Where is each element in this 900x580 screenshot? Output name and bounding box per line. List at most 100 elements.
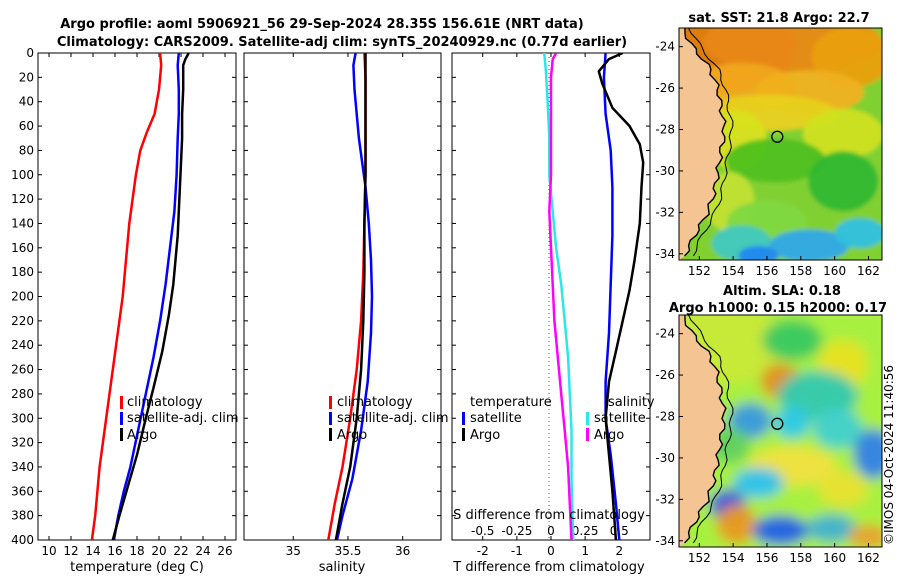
salinity-xtick-label: 35.5 (335, 544, 362, 558)
temperature-ytick-label: 120 (11, 192, 34, 206)
temperature-ytick-label: 160 (11, 241, 34, 255)
sst-ytick-label: -34 (655, 247, 675, 261)
difference-line-s-satellite (542, 53, 575, 540)
legend-swatch-s-satellite (586, 412, 589, 425)
sst-map-frame (678, 27, 883, 261)
temperature-ytick-label: 100 (11, 168, 34, 182)
salinity-xlabel: salinity (319, 560, 366, 575)
temperature-ytick-label: 220 (11, 314, 34, 328)
temperature-ytick-label: 360 (11, 484, 34, 498)
sst-map-ticks: 152 154 156 158 160 162 -24 -26 -28 -30 -32 -34 (655, 40, 880, 278)
sla-field-patch (716, 504, 757, 545)
salinity-series (327, 53, 374, 540)
sst-land (679, 28, 726, 260)
salinity-line-satellite-adj-clim (335, 53, 374, 540)
salinity-panel: 35 35.5 36 salinity climatology satellite-… (243, 52, 449, 575)
sla-map-frame (678, 314, 883, 548)
legend-swatch-t-argo (462, 428, 465, 441)
sla-xtick-label: 162 (857, 551, 880, 565)
temperature-ytick-label: 20 (19, 70, 34, 84)
legend-swatch-satellite (120, 412, 123, 425)
sla-field-patch (806, 514, 857, 543)
sla-xtick-label: 160 (823, 551, 846, 565)
temperature-ytick-label: 40 (19, 95, 34, 109)
temperature-xtick-label: 26 (217, 544, 232, 558)
sla-field-patch (853, 428, 882, 479)
legend-title-salinity: salinity (608, 395, 655, 410)
temperature-ytick-label: 60 (19, 119, 34, 133)
temperature-ytick-label: 320 (11, 436, 34, 450)
temperature-xtick-label: 24 (195, 544, 210, 558)
legend-label-s-argo: Argo (594, 428, 624, 443)
temperature-ytick-label: 180 (11, 265, 34, 279)
sla-xtick-label: 158 (789, 551, 812, 565)
temperature-xtick-label: 12 (63, 544, 78, 558)
legend-swatch-t-satellite (462, 412, 465, 425)
temperature-xtick-label: 22 (173, 544, 188, 558)
temperature-axes-frame (37, 52, 237, 541)
sla-xtick-label: 156 (756, 551, 779, 565)
legend-label-argo: Argo (127, 428, 157, 443)
sla-ytick-label: -26 (655, 368, 675, 382)
sst-ytick-label: -30 (655, 164, 675, 178)
temperature-xlabel: temperature (deg C) (70, 560, 204, 575)
temperature-legend: climatology satellite-adj. clim Argo (120, 395, 239, 443)
legend-title-temperature: temperature (470, 395, 552, 410)
sla-field (679, 315, 882, 547)
temperature-series (90, 53, 190, 540)
sla-field-patch (774, 406, 811, 439)
difference-xlabel: T difference from climatology (452, 560, 645, 575)
temperature-ytick-label: 300 (11, 411, 34, 425)
sla-map-title-2: Argo h1000: 0.15 h2000: 0.17 (669, 301, 887, 316)
sst-field-patch (725, 138, 826, 183)
title-line-1: Argo profile: aoml 5906921_56 29-Sep-202… (60, 17, 584, 32)
temperature-ytick-label: 260 (11, 363, 34, 377)
difference-top-tick-label: -0.5 (471, 524, 494, 538)
sla-field-patch (752, 515, 809, 546)
temperature-xtick-label: 14 (85, 544, 100, 558)
sst-field-patch (835, 218, 882, 249)
temperature-ytick-label: 80 (19, 143, 34, 157)
temperature-ticks: 0 20 40 60 80 100 120 140 160 180 200 220 240 260 280 3… (11, 46, 236, 558)
legend-label-t-argo: Argo (470, 428, 500, 443)
sst-xtick-label: 154 (722, 264, 745, 278)
sla-ytick-label: -28 (655, 410, 675, 424)
sst-coastline (684, 28, 727, 257)
difference-xtick-label: 1 (581, 544, 589, 558)
sst-xtick-label: 160 (823, 264, 846, 278)
sla-ytick-label: -34 (655, 534, 675, 548)
temperature-ytick-label: 400 (11, 533, 34, 547)
sla-field-patch (848, 524, 882, 547)
temperature-ytick-label: 340 (11, 460, 34, 474)
sst-xtick-label: 156 (756, 264, 779, 278)
sla-coastline (684, 315, 727, 544)
sst-map-title: sat. SST: 21.8 Argo: 22.7 (688, 11, 869, 26)
sst-isobath (688, 28, 734, 257)
sla-argo-marker (771, 417, 784, 430)
sst-xtick-label: 152 (688, 264, 711, 278)
temperature-ytick-label: 0 (26, 46, 34, 60)
difference-top-xlabel: S difference from climatology (453, 508, 645, 523)
salinity-xtick-label: 36 (395, 544, 410, 558)
temperature-line-satellite-adj-clim (112, 53, 181, 540)
sla-ytick-label: -24 (655, 327, 675, 341)
legend-swatch-argo (329, 428, 332, 441)
sla-map-ticks: 152 154 156 158 160 162 -24 -26 -28 -30 -32 -34 (655, 327, 880, 565)
temperature-ytick-label: 280 (11, 387, 34, 401)
sst-field (679, 28, 882, 260)
sst-argo-marker (771, 130, 784, 143)
sla-ytick-label: -30 (655, 451, 675, 465)
legend-label-argo: Argo (337, 428, 367, 443)
title-line-2: Climatology: CARS2009. Satellite-adj cli… (57, 35, 627, 50)
sla-map-title-1: Altim. SLA: 0.18 (723, 284, 841, 299)
sla-land (679, 315, 726, 547)
salinity-xtick-label: 35 (286, 544, 301, 558)
difference-legend-salinity: salinity satellite Argo (586, 395, 655, 443)
legend-label-s-satellite: satellite (594, 411, 646, 426)
legend-label-satellite: satellite-adj. clim (127, 411, 239, 426)
sst-ytick-label: -28 (655, 123, 675, 137)
sla-xtick-label: 152 (688, 551, 711, 565)
difference-line-t-argo (597, 53, 645, 540)
temperature-ytick-label: 240 (11, 338, 34, 352)
